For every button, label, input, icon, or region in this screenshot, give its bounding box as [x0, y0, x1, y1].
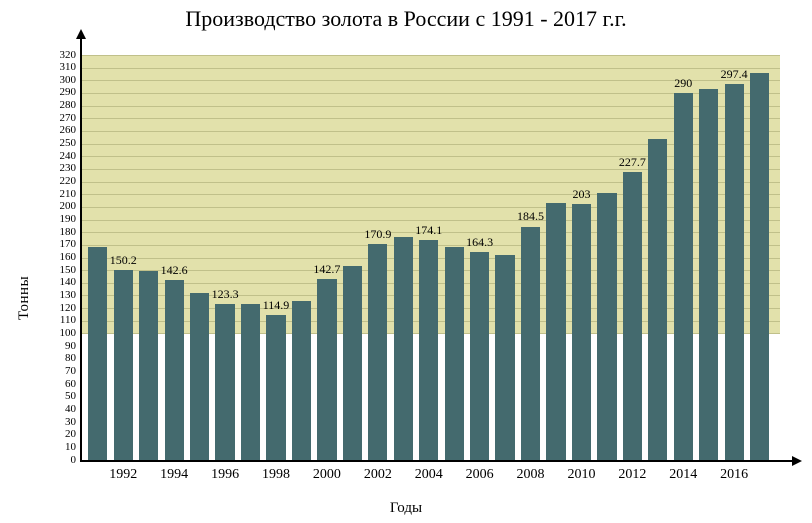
bar — [190, 293, 209, 460]
bar — [368, 244, 387, 460]
y-tick-label: 60 — [48, 379, 76, 390]
chart-container: Производство золота в России с 1991 - 20… — [0, 0, 812, 523]
y-tick-label: 250 — [48, 138, 76, 149]
x-tick-label: 1992 — [109, 468, 137, 482]
y-tick-label: 0 — [48, 455, 76, 466]
bar — [648, 139, 667, 460]
bar — [266, 315, 285, 460]
x-tick-label: 2006 — [466, 468, 494, 482]
y-tick-label: 300 — [48, 75, 76, 86]
y-tick-label: 10 — [48, 442, 76, 453]
y-tick-label: 20 — [48, 429, 76, 440]
y-tick-label: 120 — [48, 303, 76, 314]
y-tick-label: 280 — [48, 100, 76, 111]
bar-value-label: 297.4 — [721, 68, 748, 80]
y-tick-label: 140 — [48, 277, 76, 288]
y-tick-label: 230 — [48, 163, 76, 174]
y-axis-label: Тонны — [16, 276, 33, 320]
bar — [521, 227, 540, 461]
x-axis-label: Годы — [0, 500, 812, 517]
bar-value-label: 142.6 — [161, 264, 188, 276]
y-tick-label: 150 — [48, 265, 76, 276]
y-tick-label: 260 — [48, 125, 76, 136]
x-tick-label: 1996 — [211, 468, 239, 482]
bar — [725, 84, 744, 460]
bar-value-label: 150.2 — [110, 254, 137, 266]
y-axis-arrow-icon — [76, 29, 86, 39]
chart-title: Производство золота в России с 1991 - 20… — [0, 6, 812, 32]
bar-value-label: 114.9 — [263, 299, 290, 311]
bar-value-label: 123.3 — [212, 288, 239, 300]
y-tick-label: 70 — [48, 366, 76, 377]
x-tick-label: 2014 — [669, 468, 697, 482]
y-tick-label: 220 — [48, 176, 76, 187]
y-tick-label: 160 — [48, 252, 76, 263]
y-tick-label: 240 — [48, 151, 76, 162]
y-tick-label: 310 — [48, 62, 76, 73]
x-tick-label: 2010 — [567, 468, 595, 482]
y-tick-label: 210 — [48, 189, 76, 200]
y-tick-label: 190 — [48, 214, 76, 225]
bar-value-label: 174.1 — [415, 224, 442, 236]
x-tick-label: 2016 — [720, 468, 748, 482]
bar-value-label: 170.9 — [364, 228, 391, 240]
bar-value-label: 227.7 — [619, 156, 646, 168]
y-tick-label: 80 — [48, 353, 76, 364]
y-tick-label: 50 — [48, 391, 76, 402]
bar-value-label: 290 — [674, 77, 692, 89]
y-tick-label: 90 — [48, 341, 76, 352]
x-tick-label: 2012 — [618, 468, 646, 482]
x-tick-label: 2008 — [517, 468, 545, 482]
x-tick-label: 2002 — [364, 468, 392, 482]
bar — [419, 240, 438, 460]
bar — [699, 89, 718, 460]
x-tick-label: 2000 — [313, 468, 341, 482]
y-tick-label: 170 — [48, 239, 76, 250]
x-tick-label: 2004 — [415, 468, 443, 482]
y-tick-label: 100 — [48, 328, 76, 339]
grid-line — [80, 55, 780, 56]
bar — [470, 252, 489, 460]
bar-value-label: 164.3 — [466, 236, 493, 248]
bar — [597, 193, 616, 460]
bar — [292, 301, 311, 460]
bar — [114, 270, 133, 460]
bar — [241, 304, 260, 460]
bar — [317, 279, 336, 460]
bar-value-label: 184.5 — [517, 210, 544, 222]
bar — [750, 73, 769, 460]
y-tick-label: 110 — [48, 315, 76, 326]
y-tick-label: 290 — [48, 87, 76, 98]
y-tick-label: 180 — [48, 227, 76, 238]
bar — [88, 247, 107, 460]
x-axis-arrow-icon — [792, 456, 802, 466]
bar — [445, 247, 464, 460]
x-tick-label: 1998 — [262, 468, 290, 482]
bar-value-label: 142.7 — [313, 263, 340, 275]
bar — [546, 203, 565, 460]
bar — [623, 172, 642, 460]
y-tick-label: 30 — [48, 417, 76, 428]
x-tick-label: 1994 — [160, 468, 188, 482]
y-tick-label: 130 — [48, 290, 76, 301]
x-axis — [80, 460, 794, 462]
bar — [215, 304, 234, 460]
y-tick-label: 40 — [48, 404, 76, 415]
plot-area: 0102030405060708090100110120130140150160… — [80, 55, 780, 460]
bar — [394, 237, 413, 460]
y-axis — [80, 37, 82, 460]
y-tick-label: 270 — [48, 113, 76, 124]
y-tick-label: 200 — [48, 201, 76, 212]
bar — [572, 204, 591, 460]
bar — [343, 266, 362, 460]
bar — [165, 280, 184, 460]
bar — [139, 271, 158, 460]
bar — [495, 255, 514, 460]
y-tick-label: 320 — [48, 50, 76, 61]
grid-line — [80, 68, 780, 69]
bar-value-label: 203 — [572, 188, 590, 200]
bar — [674, 93, 693, 460]
